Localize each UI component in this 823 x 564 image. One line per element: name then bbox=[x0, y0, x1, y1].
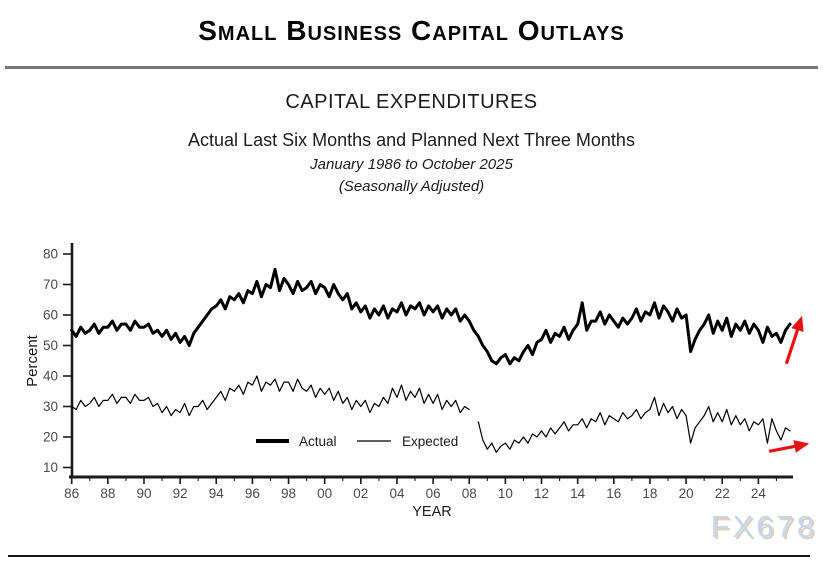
y-tick-label: 70 bbox=[43, 277, 58, 292]
expected-series-line bbox=[71, 375, 470, 417]
y-tick-label: 20 bbox=[43, 430, 58, 445]
x-tick-label: 90 bbox=[136, 486, 151, 501]
y-tick-label: 30 bbox=[43, 399, 58, 414]
x-tick-label: 94 bbox=[209, 486, 225, 501]
legend-actual-label: Actual bbox=[299, 434, 337, 449]
watermark-fx678: FX678 bbox=[710, 509, 817, 544]
y-axis-title: Percent bbox=[24, 334, 41, 387]
x-tick-label: 98 bbox=[281, 486, 296, 501]
title-divider bbox=[5, 66, 818, 69]
x-tick-label: 10 bbox=[498, 486, 513, 501]
x-tick-label: 86 bbox=[64, 486, 79, 501]
x-tick-label: 92 bbox=[173, 486, 188, 501]
x-tick-label: 00 bbox=[317, 486, 332, 501]
x-axis-title: YEAR bbox=[412, 504, 452, 520]
x-tick-label: 24 bbox=[751, 486, 767, 501]
actual-series-line bbox=[70, 267, 792, 366]
x-tick-label: 18 bbox=[642, 486, 657, 501]
chart-subheading: Actual Last Six Months and Planned Next … bbox=[188, 130, 635, 150]
x-tick-label: 20 bbox=[679, 486, 694, 501]
x-tick-label: 16 bbox=[606, 486, 621, 501]
x-tick-label: 08 bbox=[462, 486, 477, 501]
chart-heading: CAPITAL EXPENDITURES bbox=[285, 91, 538, 113]
x-tick-label: 22 bbox=[715, 486, 730, 501]
y-tick-label: 80 bbox=[43, 247, 58, 262]
actual-series-end-arrow bbox=[784, 315, 804, 365]
expected-series-end-arrow bbox=[768, 440, 810, 453]
expected-series-line bbox=[477, 396, 791, 453]
x-tick-label: 04 bbox=[389, 486, 405, 501]
y-tick-label: 40 bbox=[43, 369, 58, 384]
y-tick-label: 10 bbox=[43, 460, 58, 475]
x-tick-label: 14 bbox=[570, 486, 586, 501]
y-tick-label: 60 bbox=[43, 308, 58, 323]
x-tick-label: 96 bbox=[245, 486, 260, 501]
bottom-divider bbox=[8, 555, 810, 557]
legend-expected-label: Expected bbox=[402, 434, 458, 449]
y-tick-label: 50 bbox=[43, 338, 58, 353]
chart-period: January 1986 to October 2025 bbox=[310, 156, 513, 173]
page-title: Small Business Capital Outlays bbox=[198, 15, 625, 46]
x-tick-label: 02 bbox=[353, 486, 368, 501]
x-tick-label: 06 bbox=[426, 486, 441, 501]
chart-seasonal-note: (Seasonally Adjusted) bbox=[338, 178, 485, 195]
x-tick-label: 88 bbox=[100, 486, 115, 501]
x-tick-label: 12 bbox=[534, 486, 549, 501]
